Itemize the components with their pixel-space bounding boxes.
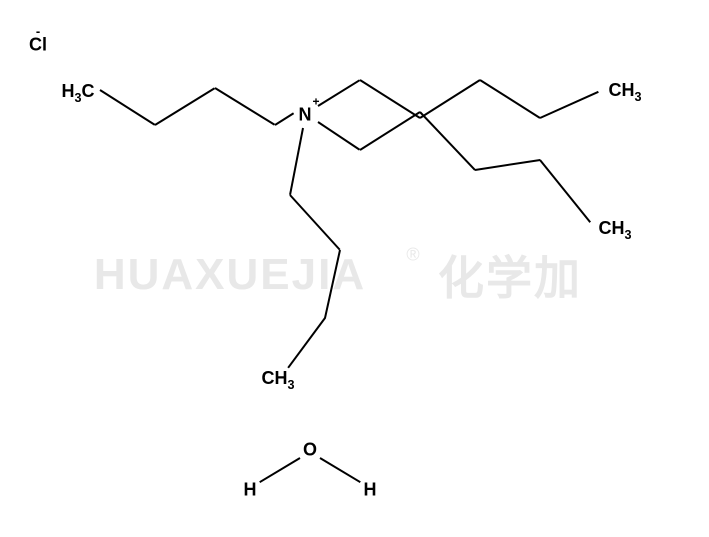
- bond: [287, 317, 326, 368]
- bond: [539, 159, 591, 222]
- bond: [419, 111, 475, 170]
- watermark-latin: HUAXUEJIA: [94, 250, 366, 300]
- bond: [475, 159, 540, 171]
- bond: [359, 79, 420, 119]
- atom-h2-water: H: [364, 480, 377, 501]
- bond: [214, 87, 275, 126]
- bond: [324, 250, 341, 318]
- atom-h1-water: H: [244, 480, 257, 501]
- watermark-reg: ®: [406, 245, 419, 266]
- bond: [317, 121, 360, 151]
- atom-ch3-lower: CH3: [261, 368, 294, 392]
- watermark-cjk: 化学加: [438, 242, 582, 308]
- atom-cl: - Cl: [29, 35, 47, 56]
- bond: [359, 111, 420, 151]
- bond: [289, 128, 304, 195]
- bond: [274, 112, 294, 126]
- bond: [99, 89, 155, 126]
- atom-ch3-upper-left: H3C: [61, 81, 94, 105]
- bond: [479, 79, 540, 119]
- bond: [259, 457, 300, 483]
- bond: [419, 79, 480, 119]
- atom-n-center: N +: [299, 105, 312, 126]
- bond: [317, 79, 360, 107]
- bond: [319, 457, 360, 483]
- bond: [540, 91, 599, 119]
- atom-ch3-upper-right: CH3: [608, 80, 641, 104]
- bond: [289, 194, 340, 250]
- molecule-canvas: HUAXUEJIA ® 化学加 - Cl H3C N + CH3 CH3 CH3…: [0, 0, 709, 537]
- bond: [154, 87, 215, 126]
- atom-o-water: O: [303, 440, 317, 461]
- atom-ch3-mid-right: CH3: [598, 218, 631, 242]
